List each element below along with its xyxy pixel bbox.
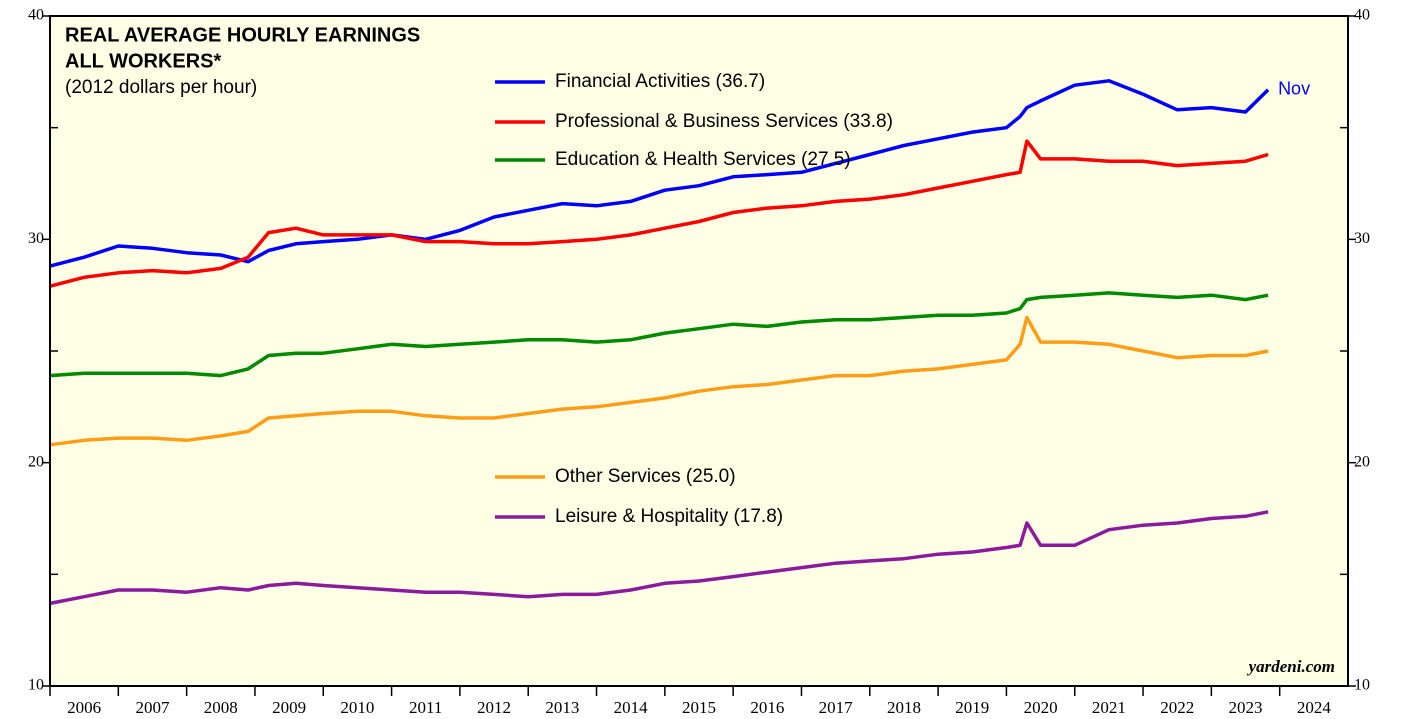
source-note: yardeni.com [1247, 657, 1335, 676]
y-tick-label: 20 [28, 453, 44, 470]
annotation: Nov [1278, 78, 1310, 98]
legend-label: Financial Activities (36.7) [555, 71, 765, 92]
y-tick-label: 30 [28, 230, 44, 247]
y-tick-label: 30 [1354, 230, 1370, 247]
x-tick-label: 2022 [1160, 698, 1194, 717]
x-tick-label: 2018 [887, 698, 921, 717]
chart-title: ALL WORKERS* [65, 50, 222, 72]
y-tick-label: 40 [28, 7, 44, 24]
series-line [49, 139, 1269, 288]
x-tick-label: 2010 [340, 698, 374, 717]
legend-label: Other Services (25.0) [555, 466, 736, 487]
x-tick-label: 2015 [682, 698, 716, 717]
legend-label: Leisure & Hospitality (17.8) [555, 506, 783, 527]
y-tick-label: 40 [1354, 7, 1370, 24]
x-tick-label: 2021 [1092, 698, 1126, 717]
legend-label: Professional & Business Services (33.8) [555, 111, 893, 132]
series-line [49, 315, 1269, 447]
x-tick-label: 2011 [409, 698, 442, 717]
x-tick-label: 2009 [272, 698, 306, 717]
x-tick-label: 2013 [545, 698, 579, 717]
x-tick-label: 2014 [614, 698, 649, 717]
chart-subtitle: (2012 dollars per hour) [65, 77, 257, 98]
x-tick-label: 2019 [955, 698, 989, 717]
series-line [49, 510, 1269, 606]
chart-title: REAL AVERAGE HOURLY EARNINGS [65, 24, 420, 46]
x-tick-label: 2024 [1297, 698, 1332, 717]
x-tick-label: 2016 [750, 698, 784, 717]
x-tick-label: 2023 [1229, 698, 1263, 717]
y-tick-label: 20 [1354, 453, 1370, 470]
legend-label: Education & Health Services (27.5) [555, 149, 851, 170]
x-tick-label: 2008 [204, 698, 238, 717]
y-tick-label: 10 [28, 677, 44, 694]
x-tick-label: 2020 [1024, 698, 1058, 717]
x-tick-label: 2006 [67, 698, 101, 717]
x-tick-label: 2017 [819, 698, 854, 717]
plot-area [50, 16, 1348, 686]
x-tick-label: 2012 [477, 698, 511, 717]
y-tick-label: 10 [1354, 677, 1370, 694]
series-line [49, 79, 1270, 268]
series-line [49, 291, 1269, 378]
x-tick-label: 2007 [135, 698, 170, 717]
